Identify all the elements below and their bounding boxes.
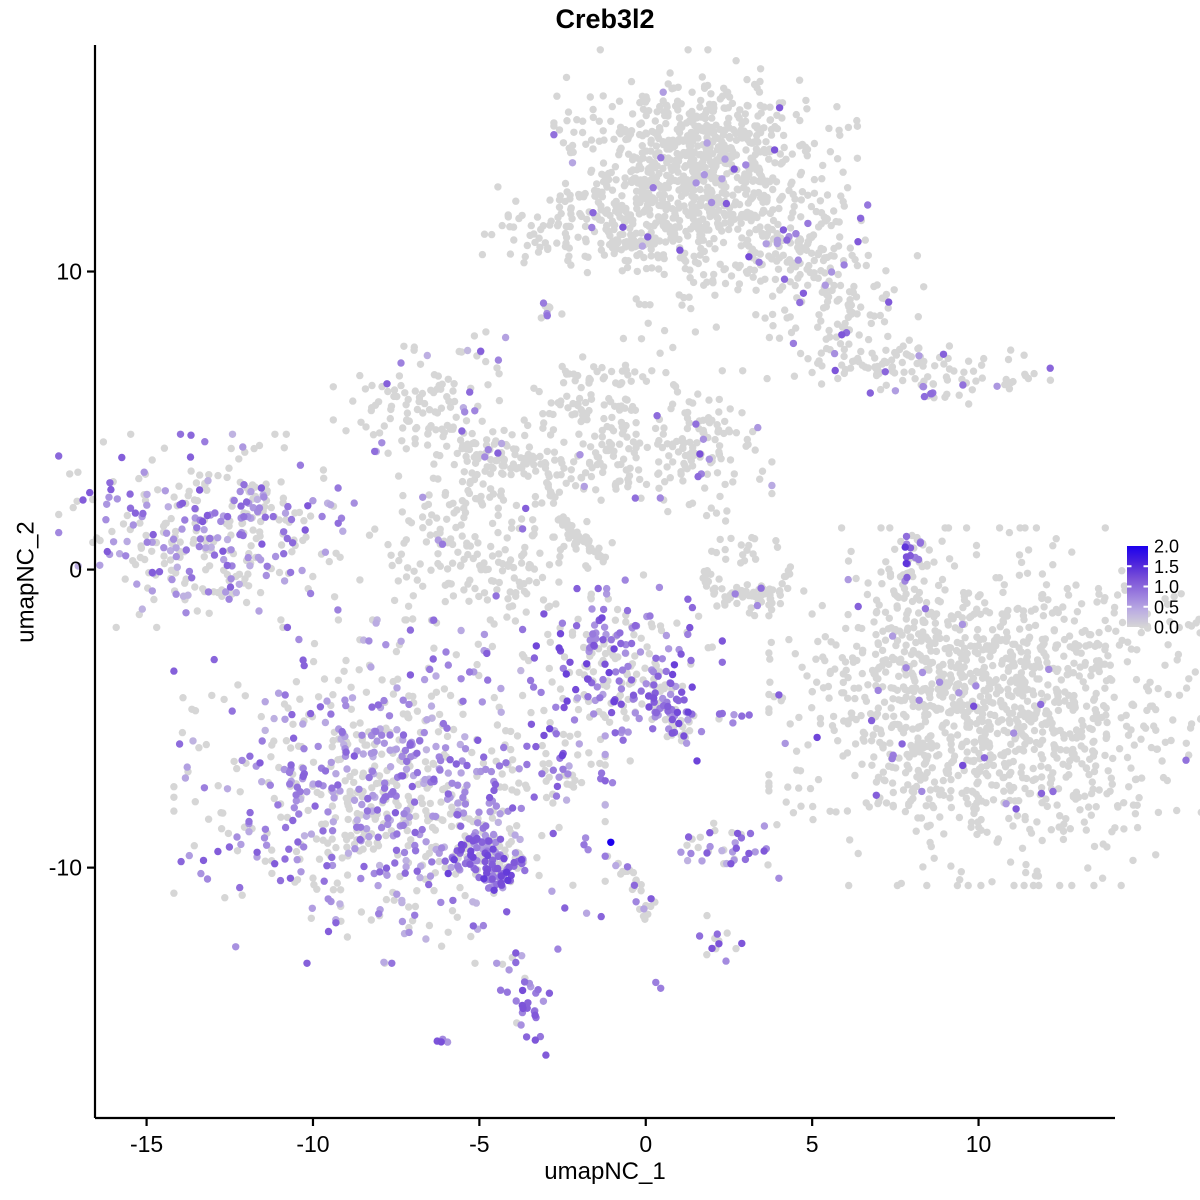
y-tick-label: 0 — [69, 557, 82, 583]
colorbar-tick — [1143, 585, 1148, 588]
legend-tick-label: 0.5 — [1154, 597, 1179, 617]
colorbar-tick — [1127, 565, 1132, 568]
colorbar-tick — [1127, 605, 1132, 608]
points-layer — [55, 46, 1200, 1059]
y-axis-ticks: 10 0 -10 — [49, 259, 95, 881]
x-tick-label: -10 — [296, 1131, 329, 1157]
y-tick-label: -10 — [49, 855, 82, 881]
plot-title: Creb3l2 — [555, 4, 655, 34]
y-axis-title: umapNC_2 — [12, 521, 40, 643]
legend-colorbar: 2.01.51.00.50.0 — [1127, 537, 1179, 638]
x-tick-label: 10 — [966, 1131, 992, 1157]
axis-lines — [93, 45, 1115, 1120]
x-tick-label: 5 — [806, 1131, 819, 1157]
colorbar-tick — [1143, 605, 1148, 608]
x-tick-label: 0 — [639, 1131, 652, 1157]
x-axis-ticks: -15 -10 -5 0 5 10 — [130, 1118, 991, 1157]
colorbar-tick — [1143, 565, 1148, 568]
legend-tick-label: 2.0 — [1154, 537, 1179, 557]
legend-tick-label: 1.0 — [1154, 577, 1179, 597]
colorbar-gradient — [1127, 546, 1148, 627]
colorbar-tick — [1127, 585, 1132, 588]
x-tick-label: -5 — [469, 1131, 489, 1157]
legend-tick-label: 0.0 — [1154, 618, 1179, 638]
y-tick-label: 10 — [56, 259, 82, 285]
x-tick-label: -15 — [130, 1131, 163, 1157]
legend-tick-label: 1.5 — [1154, 557, 1179, 577]
x-axis-title: umapNC_1 — [544, 1158, 666, 1185]
